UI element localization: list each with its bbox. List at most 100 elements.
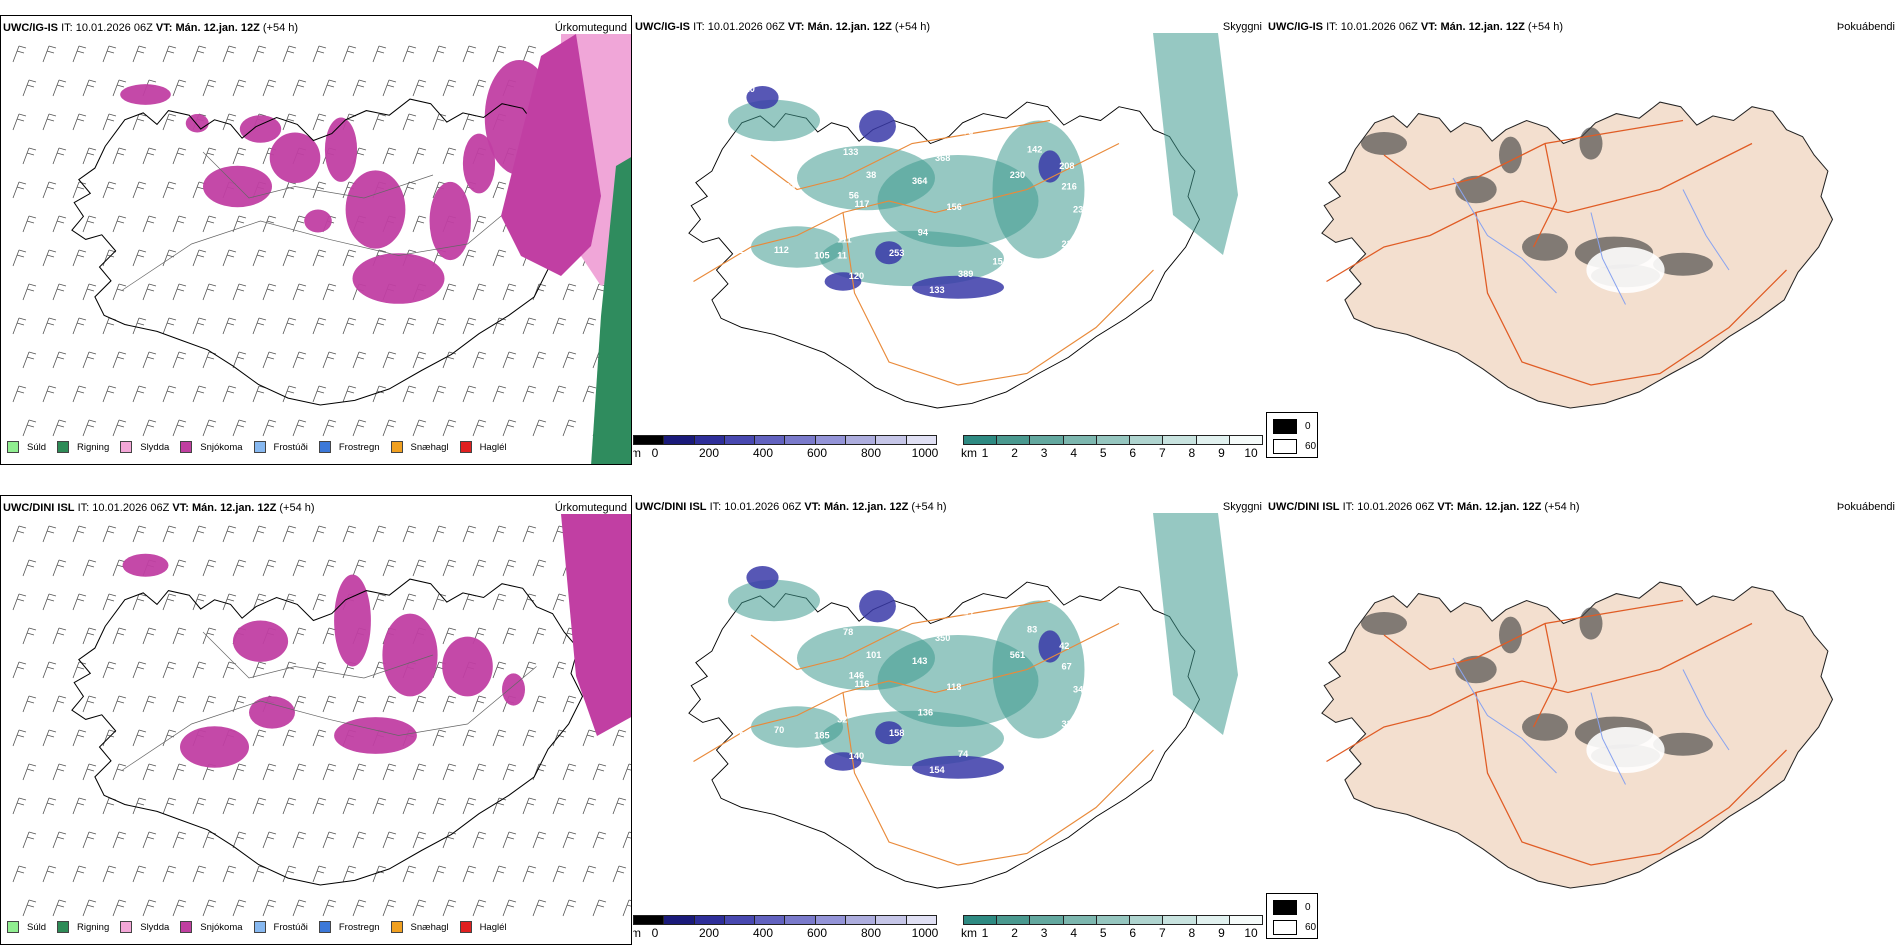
visibility-value-label: 15	[993, 256, 1003, 266]
visibility-panel-row1: UWC/IG-IS IT: 10.01.2026 06Z VT: Mán. 12…	[633, 15, 1266, 465]
colorbar-tick-label: 8	[1188, 446, 1196, 460]
colorbar-bin	[997, 916, 1031, 924]
legend-swatch	[253, 441, 266, 453]
legend-swatch	[180, 921, 193, 933]
legend-label: Snjókoma	[200, 441, 243, 453]
visibility-value-label: 364	[912, 176, 928, 186]
legend-item: Snæhagl	[390, 921, 449, 933]
colorbar-bin	[1096, 916, 1131, 924]
colorbar-tick-label: 9	[1218, 446, 1225, 460]
legend-item: Frostregn	[318, 921, 380, 933]
legend-item: Haglél	[459, 441, 507, 453]
visibility-value-label: 38	[866, 170, 876, 180]
legend-label: Frostregn	[338, 441, 380, 453]
fog-index-key: 0 60	[1266, 412, 1318, 458]
colorbar-tick-label: 800	[860, 926, 882, 940]
colorbar-tick-label: 0	[651, 926, 659, 940]
panel-title: UWC/IG-IS IT: 10.01.2026 06Z VT: Mán. 12…	[3, 22, 299, 34]
precip-type-panel-row2: UWC/DINI ISL IT: 10.01.2026 06Z VT: Mán.…	[0, 495, 632, 945]
fog-key-row: 0	[1273, 419, 1311, 434]
colorbar-bin	[906, 916, 936, 924]
fog-key-label: 60	[1305, 922, 1317, 933]
visibility-value-label: 120	[849, 271, 864, 281]
legend-item: Rigning	[57, 441, 109, 453]
colorbar-bin	[724, 916, 756, 924]
legend-label: Rigning	[77, 441, 110, 453]
visibility-value-label: 34	[1073, 685, 1084, 695]
fog-key-row: 60	[1273, 439, 1316, 454]
colorbar-tick-label: 4	[1070, 446, 1077, 460]
fog-key-label: 0	[1305, 902, 1311, 913]
panel-title: UWC/DINI ISL IT: 10.01.2026 06Z VT: Mán.…	[3, 502, 315, 514]
visibility-value-label: 74	[958, 749, 969, 759]
fog-map	[1321, 581, 1834, 889]
visibility-value-label: 111	[837, 234, 851, 244]
legend-item: Súld	[7, 441, 46, 453]
colorbar-bin	[815, 436, 847, 444]
legend-swatch	[57, 921, 70, 933]
colorbar-bin	[1163, 916, 1197, 924]
legend-item: Slydda	[120, 441, 169, 453]
colorbar-unit: km	[961, 446, 977, 460]
colorbar-tick-label: 400	[752, 926, 774, 940]
legend-label: Súld	[27, 441, 47, 453]
colorbar-tick-label: 9	[1218, 926, 1225, 940]
colorbar-bin	[634, 916, 665, 924]
legend-label: Frostúði	[273, 921, 308, 933]
colorbar-bin	[1030, 436, 1064, 444]
fog-key-row: 0	[1273, 900, 1311, 915]
colorbar-ceiling-m: m 0 200 400 600 800 1000	[633, 915, 938, 940]
colorbar-tick-label: 600	[806, 446, 828, 460]
legend-label: Slydda	[140, 441, 170, 453]
visibility-value-label: 236	[1085, 193, 1100, 203]
precip-legend: Súld Rigning Slydda Snjókoma Frostúði Frostre…	[7, 920, 518, 934]
colorbar-bin	[694, 916, 725, 924]
visibility-value-label: 233	[1062, 239, 1077, 249]
legend-swatch	[180, 441, 193, 453]
visibility-value-label: 143	[912, 656, 927, 666]
visibility-value-label: 70	[740, 251, 750, 261]
colorbar-bin	[1196, 916, 1230, 924]
visibility-value-label: 32	[837, 714, 847, 724]
colorbar-strip	[963, 435, 1263, 445]
visibility-value-label: 78	[843, 627, 853, 637]
legend-label: Snæhagl	[410, 441, 449, 453]
visibility-value-label: 142	[1027, 145, 1042, 155]
panel-title: UWC/DINI ISL IT: 10.01.2026 06Z VT: Mán.…	[635, 501, 947, 513]
legend-label: Snjókoma	[200, 921, 243, 933]
panel-title: UWC/IG-IS IT: 10.01.2026 06Z VT: Mán. 12…	[635, 21, 931, 33]
visibility-value-label: 133	[929, 285, 944, 295]
colorbar-bin	[1096, 436, 1131, 444]
colorbar-tick-label: 3	[1040, 446, 1048, 460]
colorbar-bin	[1163, 436, 1197, 444]
visibility-value-label: 136	[918, 708, 933, 718]
colorbar-unit: km	[961, 926, 977, 940]
visibility-value-label: 50	[740, 564, 750, 574]
colorbar-tick-label: 3	[1040, 926, 1048, 940]
colorbar-tick-label: 10	[1244, 446, 1258, 460]
colorbar-ticks: m 0 200 400 600 800 1000	[633, 925, 938, 940]
colorbar-bin	[785, 436, 816, 444]
visibility-map: 50 96 70 185 32 140 137 141 154 74 158 136 118 143 350…	[688, 513, 1238, 889]
fog-panel-row1: UWC/IG-IS IT: 10.01.2026 06Z VT: Mán. 12…	[1266, 15, 1899, 465]
legend-item: Rigning	[57, 921, 109, 933]
visibility-value-label: 84	[895, 285, 906, 295]
colorbar-strip	[963, 915, 1263, 925]
visibility-value-label: 96	[740, 731, 750, 741]
field-name: Úrkomutegund	[554, 22, 627, 34]
colorbar-tick-label: 8	[1188, 926, 1196, 940]
visibility-value-label: 253	[889, 248, 904, 258]
precip-map	[12, 34, 631, 464]
visibility-value-label: 389	[958, 269, 973, 279]
colorbar-bin	[997, 436, 1031, 444]
colorbar-tick-label: 1000	[911, 446, 939, 460]
visibility-value-label: 154	[929, 765, 945, 775]
legend-label: Snæhagl	[410, 921, 449, 933]
visibility-value-label: 230	[1010, 170, 1025, 180]
colorbar-tick-label: 200	[698, 926, 720, 940]
colorbar-ticks: km 1 2 3 4 5 6 7 8 9 10	[961, 925, 1263, 940]
visibility-value-label: 90	[832, 130, 842, 140]
colorbar-bin	[724, 436, 756, 444]
colorbar-bin	[1229, 436, 1262, 444]
colorbar-tick-label: 10	[1244, 926, 1258, 940]
